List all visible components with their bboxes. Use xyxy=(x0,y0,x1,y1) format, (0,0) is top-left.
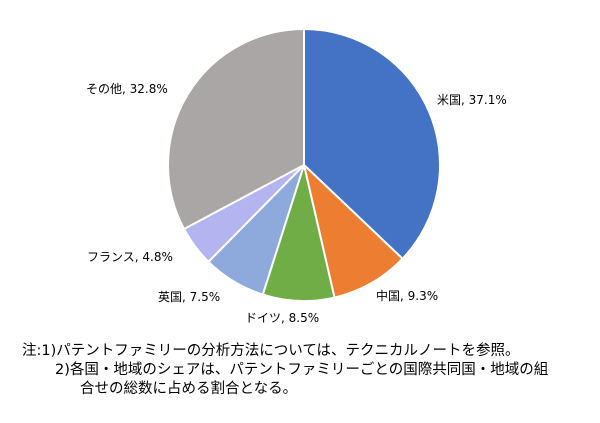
pie-chart: 米国, 37.1% 中国, 9.3% ドイツ, 8.5% 英国, 7.5% フランス, … xyxy=(86,27,507,325)
slice-label: ドイツ, 8.5% xyxy=(245,311,319,325)
note-line-3: 合せの総数に占める割合となる。 xyxy=(80,381,298,397)
slice-label: 米国, 37.1% xyxy=(437,93,507,107)
pie-slices xyxy=(167,27,441,302)
slice-label: 中国, 9.3% xyxy=(376,288,438,303)
slice-label: フランス, 4.8% xyxy=(87,250,173,264)
pie-labels: 米国, 37.1% 中国, 9.3% ドイツ, 8.5% 英国, 7.5% フランス, … xyxy=(86,82,507,325)
pie-slice xyxy=(167,27,305,231)
pie-slice xyxy=(302,161,404,299)
slice-label: 英国, 7.5% xyxy=(158,290,220,304)
note-line-2: 2)各国・地域のシェアは、パテントファミリーごとの国際共同国・地域の組 xyxy=(55,362,549,378)
pie-slice xyxy=(303,27,441,261)
note-line-1: 注:1)パテントファミリーの分析方法については、テクニカルノートを参照。 xyxy=(22,342,592,361)
note-text-1: 1)パテントファミリーの分析方法については、テクニカルノートを参照。 xyxy=(41,343,520,359)
note-prefix: 注: xyxy=(22,343,42,359)
chart-notes: 注:1)パテントファミリーの分析方法については、テクニカルノートを参照。 2)各… xyxy=(22,342,592,399)
slice-label: その他, 32.8% xyxy=(86,82,168,96)
